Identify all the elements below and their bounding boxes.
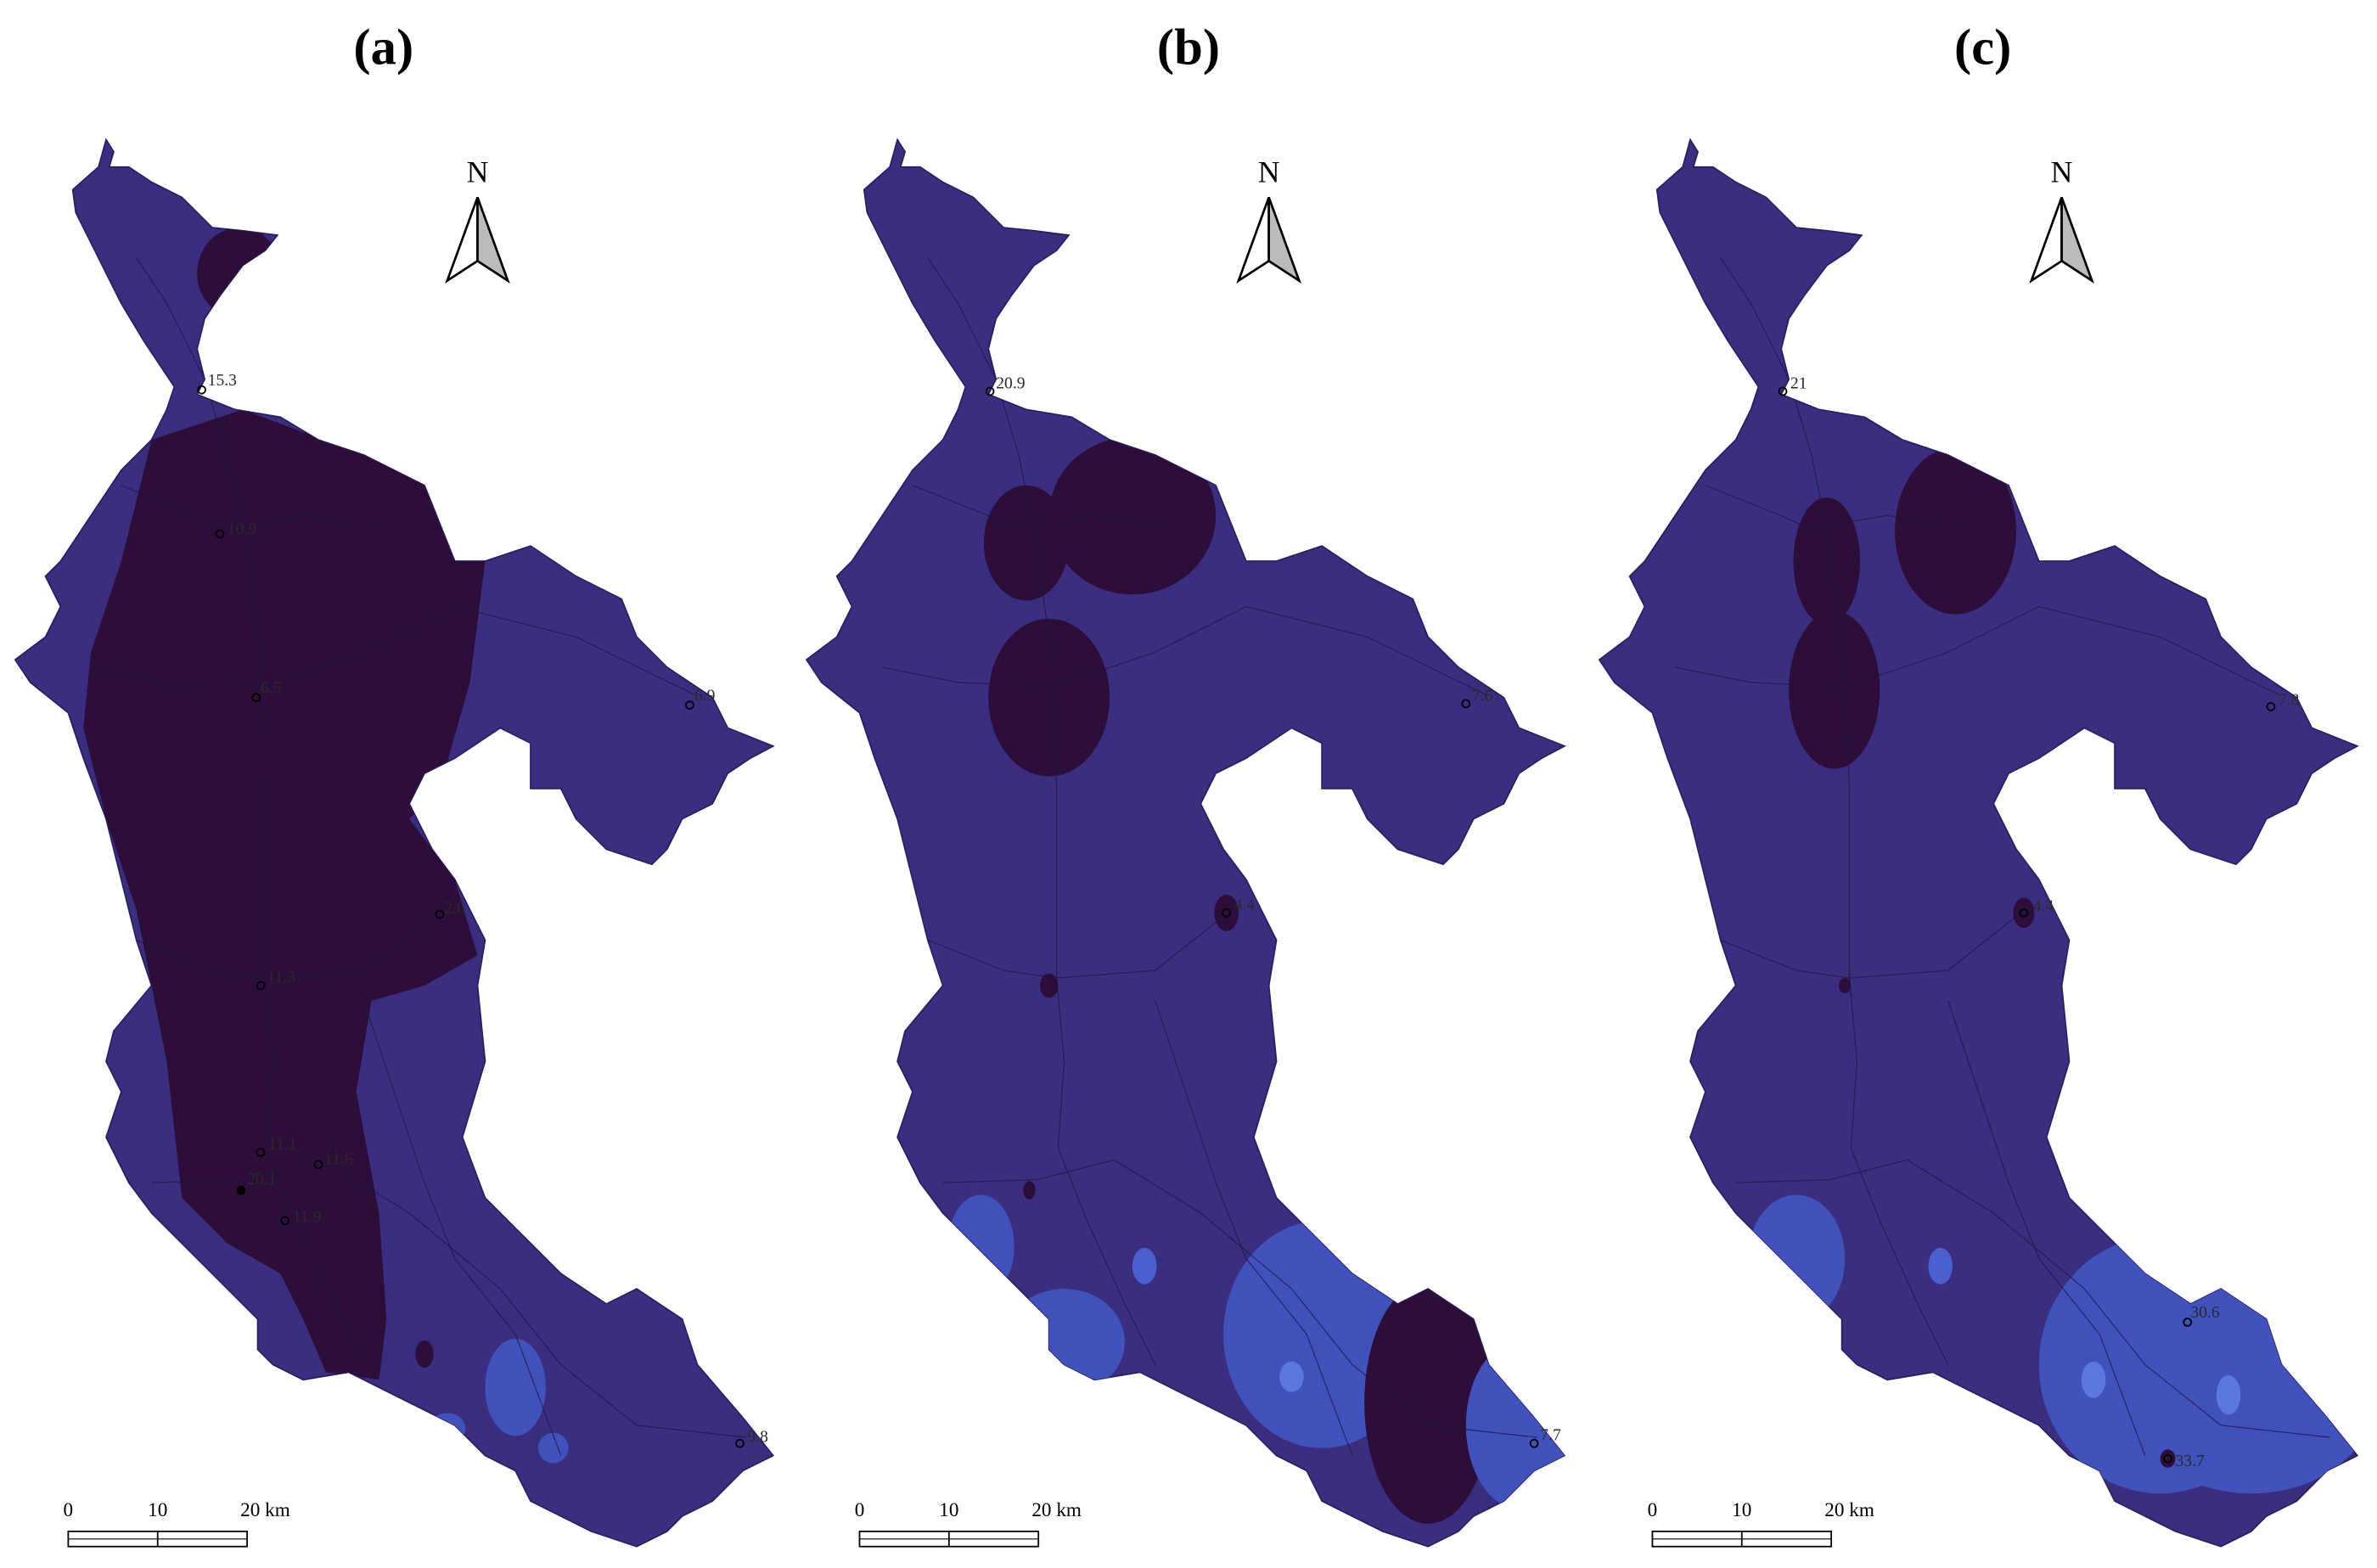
station-label: 10.9 bbox=[228, 520, 256, 538]
scale-label: 10 bbox=[939, 1499, 958, 1521]
panel-c: (c) N 0 10 20 km 21 7.8 4.4 30.6 33 bbox=[1599, 19, 2358, 1548]
station-label: 20.1 bbox=[247, 1170, 276, 1189]
scale-label: 20 km bbox=[1824, 1499, 1874, 1521]
station-label: 7.8 bbox=[2279, 691, 2300, 710]
stations: 21 7.8 4.4 30.6 33.7 bbox=[1778, 374, 2300, 1470]
scale-label: 20 km bbox=[240, 1499, 290, 1521]
north-label: N bbox=[467, 155, 489, 189]
scale-label: 20 km bbox=[1031, 1499, 1082, 1521]
station-label: 4.4 bbox=[1234, 896, 1256, 914]
station-label: 2.6 bbox=[444, 898, 465, 917]
station-label: 20.9 bbox=[996, 374, 1025, 392]
station-label: 15.3 bbox=[208, 371, 238, 390]
scale-label: 10 bbox=[148, 1499, 167, 1521]
scale-label: 10 bbox=[1732, 1499, 1751, 1521]
panel-label: (b) bbox=[1157, 19, 1220, 76]
scale-bar bbox=[1651, 1530, 1833, 1548]
station-label: 11.6 bbox=[324, 1150, 353, 1169]
panel-label: (a) bbox=[353, 19, 413, 76]
panel-a: (a) N 0 10 20 km 15.3 10.9 6.5 6.9 2.6 1… bbox=[14, 19, 774, 1548]
scale-label: 0 bbox=[1648, 1499, 1658, 1521]
station-label: 6.5 bbox=[261, 678, 282, 697]
north-arrow bbox=[2030, 196, 2093, 282]
north-label: N bbox=[2051, 155, 2073, 189]
station-label: 11.9 bbox=[293, 1208, 322, 1227]
zones bbox=[83, 228, 569, 1464]
station-label: 9.8 bbox=[747, 1428, 768, 1447]
stations: 15.3 10.9 6.5 6.9 2.6 11.3 11.1 20.1 11.… bbox=[197, 371, 768, 1448]
north-label: N bbox=[1258, 155, 1280, 189]
north-arrow bbox=[1237, 196, 1301, 282]
station-label: 7.6 bbox=[1472, 686, 1493, 705]
station-label: 11.1 bbox=[268, 1135, 297, 1154]
station-label: 33.7 bbox=[2176, 1452, 2206, 1470]
station-label: 11.3 bbox=[267, 968, 295, 986]
scale-bar bbox=[858, 1530, 1040, 1548]
north-arrow bbox=[446, 196, 509, 282]
stations: 20.9 7.6 4.4 7.7 bbox=[985, 374, 1561, 1448]
station-label: 7.7 bbox=[1540, 1426, 1561, 1445]
panel-b: (b) N 0 10 20 km 20.9 7.6 4.4 7.7 bbox=[806, 19, 1565, 1548]
station-label: 6.9 bbox=[694, 686, 716, 705]
station-label: 21 bbox=[1790, 374, 1807, 392]
scale-bar bbox=[67, 1530, 248, 1548]
panel-label: (c) bbox=[1954, 19, 2011, 76]
station-label: 4.4 bbox=[2033, 897, 2054, 916]
scale-label: 0 bbox=[855, 1499, 865, 1521]
station-label: 30.6 bbox=[2190, 1303, 2220, 1322]
scale-label: 0 bbox=[64, 1499, 74, 1521]
